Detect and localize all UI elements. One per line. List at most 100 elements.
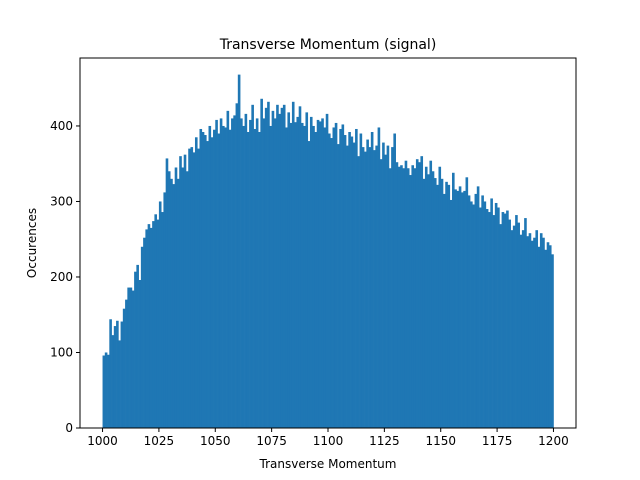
- histogram-bar: [131, 290, 135, 428]
- histogram-bar: [118, 340, 121, 428]
- histogram-bar: [111, 335, 115, 428]
- histogram-bar: [197, 148, 200, 428]
- histogram-bar: [373, 150, 376, 429]
- histogram-bar: [526, 236, 530, 428]
- histogram-bar: [456, 190, 460, 428]
- x-tick-label: 1000: [87, 434, 118, 448]
- histogram-bar: [167, 171, 171, 428]
- histogram-bar: [546, 242, 550, 428]
- x-tick-label: 1050: [200, 434, 231, 448]
- histogram-bar: [255, 118, 259, 428]
- histogram-bar: [542, 237, 545, 428]
- histogram-bar: [528, 233, 532, 428]
- histogram-bar: [343, 135, 347, 429]
- histogram-bar: [215, 119, 218, 428]
- y-tick-label: 200: [50, 270, 73, 284]
- histogram-bar: [382, 142, 385, 429]
- histogram-bar: [228, 129, 232, 429]
- histogram-bar: [488, 212, 491, 428]
- histogram-bar: [418, 162, 421, 428]
- histogram-bar: [316, 119, 320, 428]
- histogram-bar: [226, 110, 230, 428]
- histogram-bar: [370, 132, 374, 428]
- histogram-bar: [120, 321, 124, 428]
- histogram-bar: [107, 354, 110, 428]
- histogram-bar: [253, 128, 257, 428]
- histogram-bar: [152, 221, 155, 428]
- histogram-bar: [231, 118, 234, 428]
- histogram-bar: [357, 156, 360, 428]
- histogram-bar: [194, 137, 198, 429]
- histogram-bar: [481, 195, 484, 428]
- histogram-bar: [172, 184, 176, 428]
- histogram-bar: [499, 224, 502, 428]
- histogram-bar: [321, 118, 324, 428]
- histogram-bar: [161, 212, 164, 428]
- histogram-bar: [303, 125, 306, 429]
- histogram-bar: [479, 207, 482, 428]
- histogram-bar: [143, 237, 146, 428]
- histogram-bar: [364, 151, 367, 428]
- histogram-bar: [208, 125, 212, 429]
- histogram-bar: [508, 219, 511, 428]
- histogram-bar: [176, 178, 180, 428]
- histogram-bar: [515, 215, 518, 428]
- histogram-bar: [190, 147, 194, 428]
- histogram-bar: [332, 127, 336, 428]
- histogram-bar: [185, 171, 189, 428]
- histogram-bar: [201, 132, 205, 428]
- x-tick-label: 1075: [256, 434, 287, 448]
- histogram-bar: [206, 141, 209, 428]
- histogram-bar: [240, 118, 243, 428]
- histogram-bar: [298, 106, 302, 428]
- histogram-bar: [452, 172, 455, 428]
- histogram-bar: [506, 210, 509, 428]
- histogram-bar: [386, 145, 390, 428]
- histogram-bar: [102, 355, 106, 428]
- histogram-bar: [276, 104, 279, 428]
- histogram-bar: [470, 201, 473, 428]
- histogram-bar: [497, 207, 500, 428]
- histogram-bar: [147, 224, 151, 428]
- histogram-bar: [537, 246, 541, 428]
- histogram-bar: [413, 168, 417, 428]
- histogram-bar: [127, 287, 130, 428]
- histogram-bar: [235, 103, 239, 428]
- histogram-bar: [249, 119, 252, 428]
- x-tick-label: 1200: [538, 434, 569, 448]
- chart-title: Transverse Momentum (signal): [219, 37, 437, 53]
- histogram-bar: [544, 249, 548, 428]
- histogram-bar: [433, 178, 437, 428]
- histogram-bar: [535, 230, 539, 428]
- histogram-bar: [188, 148, 191, 428]
- histogram-bar: [116, 320, 119, 428]
- histogram-bar: [539, 233, 543, 428]
- histogram-bar: [442, 193, 446, 428]
- histogram-bar: [400, 165, 403, 428]
- histogram-bar: [264, 107, 268, 428]
- histogram-bar: [330, 138, 333, 428]
- histogram-bar: [409, 175, 412, 428]
- histogram-bar: [402, 168, 406, 428]
- histogram-bar: [260, 98, 263, 428]
- histogram-bar: [375, 145, 378, 428]
- histogram-bar: [519, 234, 523, 428]
- histogram-bar: [391, 147, 394, 428]
- histogram-bar: [427, 174, 430, 428]
- histogram-bar: [289, 122, 293, 428]
- histogram-bar: [199, 128, 203, 428]
- histogram-bar: [181, 167, 185, 428]
- histogram-bar: [355, 128, 358, 428]
- x-axis-ticks: 1000 1025 1050 1075 1100 1125 1150 1175 1200: [87, 428, 569, 448]
- histogram-bar: [136, 264, 139, 428]
- histogram-bar: [296, 116, 300, 429]
- histogram-bar: [366, 139, 369, 428]
- histogram-bar: [348, 132, 351, 428]
- histogram-bar: [134, 271, 137, 428]
- histogram-bar: [138, 280, 142, 428]
- histogram-bars: [102, 74, 554, 429]
- histogram-bar: [224, 127, 227, 428]
- y-tick-label: 100: [50, 345, 73, 359]
- histogram-bar: [307, 141, 311, 428]
